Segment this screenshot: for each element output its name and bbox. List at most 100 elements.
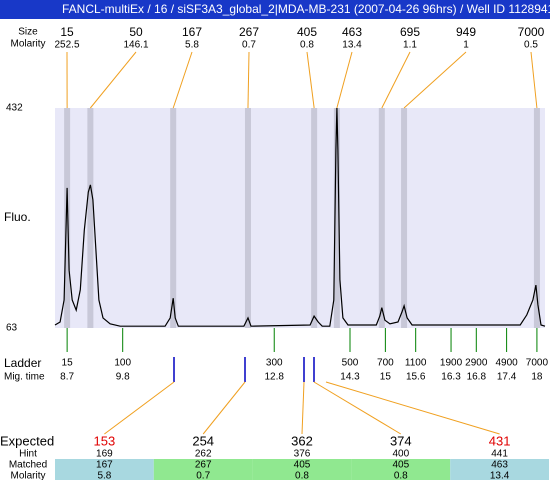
ladder-time: 16.8 (467, 372, 487, 383)
ladder-time: 17.4 (497, 372, 517, 383)
matched-size: 267 (195, 460, 212, 471)
expected-size: 362 (291, 433, 313, 448)
table-cell-bg (153, 459, 253, 480)
peak-size: 167 (182, 25, 202, 39)
ladder-size: 4900 (495, 358, 518, 369)
match-connector (202, 381, 246, 435)
peak-band (87, 108, 94, 328)
peak-molarity: 0.7 (242, 40, 256, 51)
ladder-time: 14.3 (340, 372, 360, 383)
ladder-time: 8.7 (60, 372, 74, 383)
peak-connector (89, 51, 137, 109)
table-cell-bg (252, 459, 352, 480)
peak-molarity: 0.8 (300, 40, 314, 51)
matched-size: 463 (491, 460, 508, 471)
size-header: Size (18, 27, 38, 38)
match-connector (104, 381, 175, 435)
peak-connector (306, 51, 315, 109)
expected-size: 431 (489, 433, 511, 448)
matched-molarity: 13.4 (490, 471, 510, 480)
mig-time-label: Mig. time (4, 372, 45, 383)
ladder-time: 15 (380, 372, 392, 383)
trace (54, 107, 546, 327)
peak-band (401, 108, 408, 328)
matched-size: 167 (96, 460, 113, 471)
title: FANCL-multiEx / 16 / siSF3A3_global_2|MD… (62, 2, 550, 16)
peak-band (64, 108, 71, 328)
title-bar (0, 0, 550, 19)
peak-molarity: 1.1 (403, 40, 417, 51)
matched-label: Matched (9, 460, 47, 471)
peak-connector (336, 51, 353, 109)
peak-molarity: 13.4 (342, 40, 362, 51)
ladder-time: 15.6 (406, 372, 426, 383)
table-cell-bg (351, 459, 451, 480)
peak-size: 949 (456, 25, 476, 39)
expected-size: 374 (390, 433, 412, 448)
peak-size: 7000 (518, 25, 545, 39)
y-tick-label: 432 (6, 103, 23, 114)
ladder-size: 7000 (526, 358, 549, 369)
matched-molarity: 0.7 (196, 471, 210, 480)
peak-band (333, 108, 340, 328)
ladder-size: 300 (266, 358, 283, 369)
ladder-time: 18 (531, 372, 543, 383)
peak-connector (247, 51, 250, 109)
matched-size: 405 (392, 460, 409, 471)
ladder-size: 700 (377, 358, 394, 369)
plot-area (55, 108, 545, 328)
expected-label: Expected (0, 433, 54, 448)
y-tick-label: 63 (6, 323, 18, 334)
matched-molarity: 5.8 (97, 471, 111, 480)
ladder-size: 1100 (405, 358, 427, 369)
match-connector (313, 381, 402, 435)
hint-size: 400 (392, 449, 409, 460)
peak-molarity: 5.8 (185, 40, 199, 51)
hint-size: 376 (294, 449, 311, 460)
peak-band (244, 108, 251, 328)
hint-size: 262 (195, 449, 212, 460)
y-axis-label: Fluo. (4, 210, 31, 224)
match-connector (301, 381, 305, 435)
peak-molarity: 0.5 (524, 40, 538, 51)
peak-connector (530, 51, 538, 109)
hint-label: Hint (19, 449, 37, 460)
hint-size: 441 (491, 449, 508, 460)
ladder-size: 1900 (440, 358, 463, 369)
matched-molarity: 0.8 (394, 471, 408, 480)
peak-band (311, 108, 318, 328)
ladder-time: 16.3 (441, 372, 461, 383)
molarity-header: Molarity (10, 39, 45, 50)
ladder-size: 100 (114, 358, 131, 369)
matched-size: 405 (294, 460, 311, 471)
molarity-label: Molarity (10, 471, 45, 480)
peak-molarity: 146.1 (123, 40, 148, 51)
ladder-size: 500 (342, 358, 359, 369)
match-connector (325, 381, 500, 435)
peak-molarity: 1 (463, 40, 469, 51)
ladder-size: 15 (62, 358, 74, 369)
expected-size: 254 (192, 433, 214, 448)
expected-size: 153 (94, 433, 116, 448)
peak-size: 15 (60, 25, 74, 39)
peak-size: 267 (239, 25, 259, 39)
peak-molarity: 252.5 (54, 40, 79, 51)
peak-size: 405 (297, 25, 317, 39)
ladder-size: 2900 (465, 358, 488, 369)
table-cell-bg (55, 459, 154, 480)
matched-molarity: 0.8 (295, 471, 309, 480)
peak-size: 463 (342, 25, 362, 39)
peak-band (170, 108, 177, 328)
ladder-label: Ladder (4, 356, 41, 370)
peak-size: 50 (129, 25, 143, 39)
ladder-time: 12.8 (265, 372, 285, 383)
hint-size: 169 (96, 449, 113, 460)
peak-band (533, 108, 540, 328)
peak-connector (381, 51, 411, 109)
peak-connector (403, 51, 467, 109)
ladder-time: 9.8 (116, 372, 130, 383)
peak-connector (172, 51, 193, 109)
peak-size: 695 (400, 25, 420, 39)
peak-band (378, 108, 385, 328)
